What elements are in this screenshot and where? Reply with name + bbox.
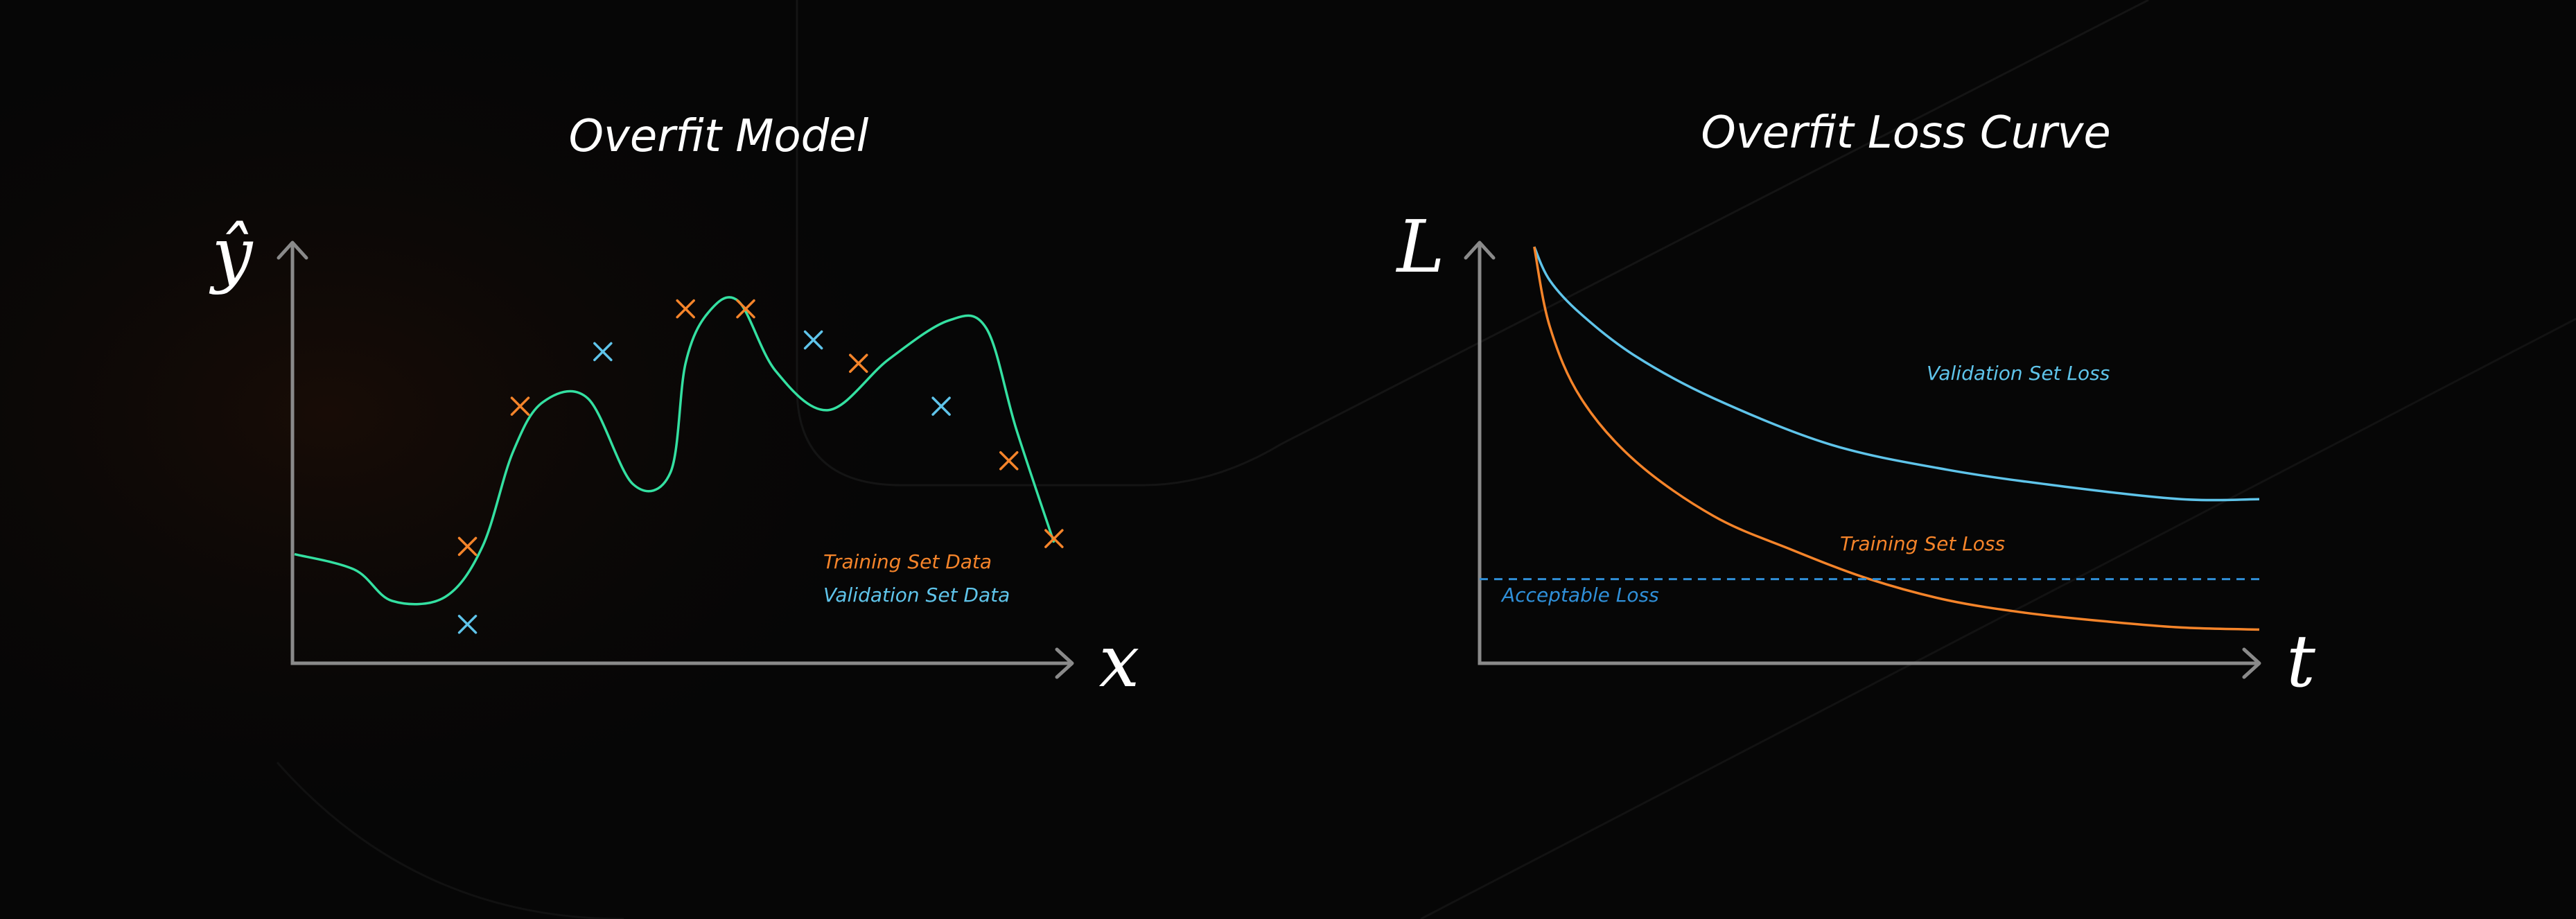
training-point-0-stroke-b (457, 536, 477, 557)
training-point-6-stroke-b (1044, 529, 1064, 548)
validation-point-0-stroke-b (457, 615, 477, 634)
overfit-model-title: Overfit Model (569, 111, 869, 162)
loss-curve-title: Overfit Loss Curve (1701, 107, 2110, 159)
model-plot-area (294, 296, 1064, 634)
loss-y-label: L (1395, 204, 1444, 289)
model-axis-lines (290, 244, 1071, 665)
validation-point-1-stroke-b (593, 342, 613, 362)
training-point-6 (1044, 529, 1064, 548)
model-y-label: ŷ (209, 211, 254, 296)
background-decor-diagonal (1420, 317, 2576, 919)
training-point-5-stroke-b (999, 451, 1019, 471)
validation-point-1 (593, 342, 613, 362)
training-point-4-stroke-b (849, 353, 868, 374)
loss-axis-lines (1478, 244, 2258, 665)
model-x-arrowhead (1055, 647, 1074, 679)
background-decor-line (796, 0, 2149, 487)
validation-point-3-stroke-b (931, 396, 951, 416)
validation-point-3 (931, 396, 951, 416)
training-loss-label: Training Set Loss (1840, 532, 2005, 555)
validation-loss-label: Validation Set Loss (1927, 362, 2110, 385)
validation-point-2 (803, 330, 823, 350)
legend-training-data: Training Set Data (823, 550, 992, 573)
training-point-4 (849, 353, 868, 374)
loss-x-arrowhead (2242, 647, 2261, 679)
loss-plot-area (1480, 246, 2260, 631)
model-x-label: x (1099, 619, 1140, 703)
validation-point-2-stroke-b (803, 330, 823, 350)
overfit-model-panel: Overfit Model ŷ x Training Set Data Vali… (209, 111, 1140, 703)
training-point-1 (510, 396, 530, 416)
model-fit-curve (294, 296, 1055, 606)
loss-y-arrowhead (1464, 240, 1496, 260)
loss-x-label: t (2286, 619, 2315, 703)
training-point-0 (457, 536, 477, 557)
acceptable-loss-label: Acceptable Loss (1500, 584, 1659, 606)
background-decor-arc (276, 762, 624, 919)
background-glow (0, 0, 1317, 919)
loss-curve-panel: Overfit Loss Curve L t Validation Set Lo… (1395, 107, 2315, 703)
training-point-1-stroke-b (510, 396, 530, 416)
loss-axes (1464, 240, 2261, 679)
validation-loss-line (1533, 246, 2260, 502)
training-point-2 (676, 299, 695, 319)
training-point-2-stroke-b (676, 299, 695, 319)
training-point-3 (736, 299, 755, 319)
legend-validation-data: Validation Set Data (823, 584, 1010, 606)
training-point-5 (999, 451, 1019, 471)
model-y-arrowhead (277, 240, 308, 260)
model-axes (277, 240, 1074, 679)
training-point-3-stroke-b (736, 299, 755, 319)
validation-point-0 (457, 615, 477, 634)
training-loss-line (1533, 246, 2260, 631)
